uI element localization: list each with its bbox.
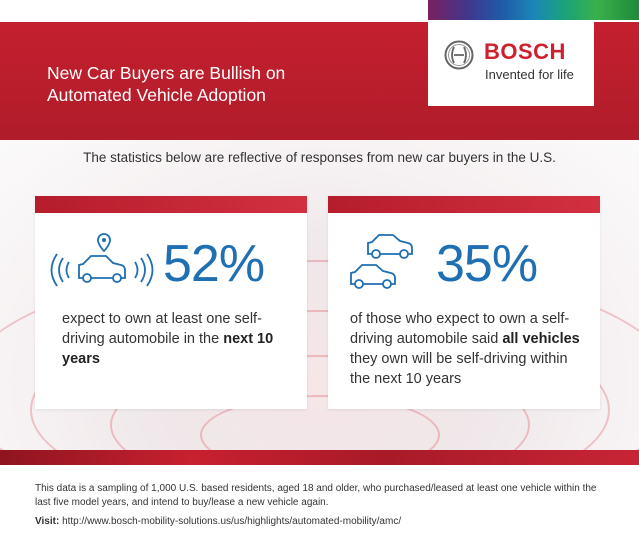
visit-label: Visit: bbox=[35, 516, 60, 527]
brand-tagline: Invented for life bbox=[485, 67, 574, 82]
stat-percent: 52% bbox=[163, 235, 265, 293]
footer-visit: Visit: http://www.bosch-mobility-solutio… bbox=[35, 516, 401, 527]
page-title: New Car Buyers are Bullish on Automated … bbox=[47, 62, 387, 106]
stat-text-bold: all vehicles bbox=[502, 331, 580, 347]
card-header-bar bbox=[328, 196, 600, 213]
brand-color-strip bbox=[428, 0, 639, 20]
card-header-bar bbox=[35, 196, 307, 213]
headline-line-2: Automated Vehicle Adoption bbox=[47, 85, 266, 105]
stat-description: of those who expect to own a self-drivin… bbox=[350, 309, 590, 389]
subtitle: The statistics below are reflective of r… bbox=[83, 150, 556, 165]
stat-card-1: 52% expect to own at least one self-driv… bbox=[35, 196, 307, 409]
stat-text-pre: expect to own at least one self-driving … bbox=[62, 311, 262, 347]
brand-name: BOSCH bbox=[484, 39, 566, 64]
headline-line-1: New Car Buyers are Bullish on bbox=[47, 63, 286, 83]
two-cars-icon bbox=[350, 234, 413, 289]
stat-percent: 35% bbox=[436, 235, 538, 293]
stat-text-post: they own will be self-driving within the… bbox=[350, 351, 568, 387]
stat-description: expect to own at least one self-driving … bbox=[62, 309, 292, 369]
footer-note: This data is a sampling of 1,000 U.S. ba… bbox=[35, 483, 597, 508]
connected-car-icon bbox=[50, 233, 154, 287]
visit-link[interactable]: http://www.bosch-mobility-solutions.us/u… bbox=[62, 516, 402, 527]
stat-text-pre: of those who expect to own a self-drivin… bbox=[350, 311, 570, 347]
stat-text-bold: next 10 years bbox=[62, 331, 274, 367]
bosch-armature-icon bbox=[444, 40, 474, 70]
stat-card-2: 35% of those who expect to own a self-dr… bbox=[328, 196, 600, 409]
bottom-red-band bbox=[0, 450, 639, 465]
bosch-logo: BOSCH Invented for life bbox=[428, 22, 594, 106]
